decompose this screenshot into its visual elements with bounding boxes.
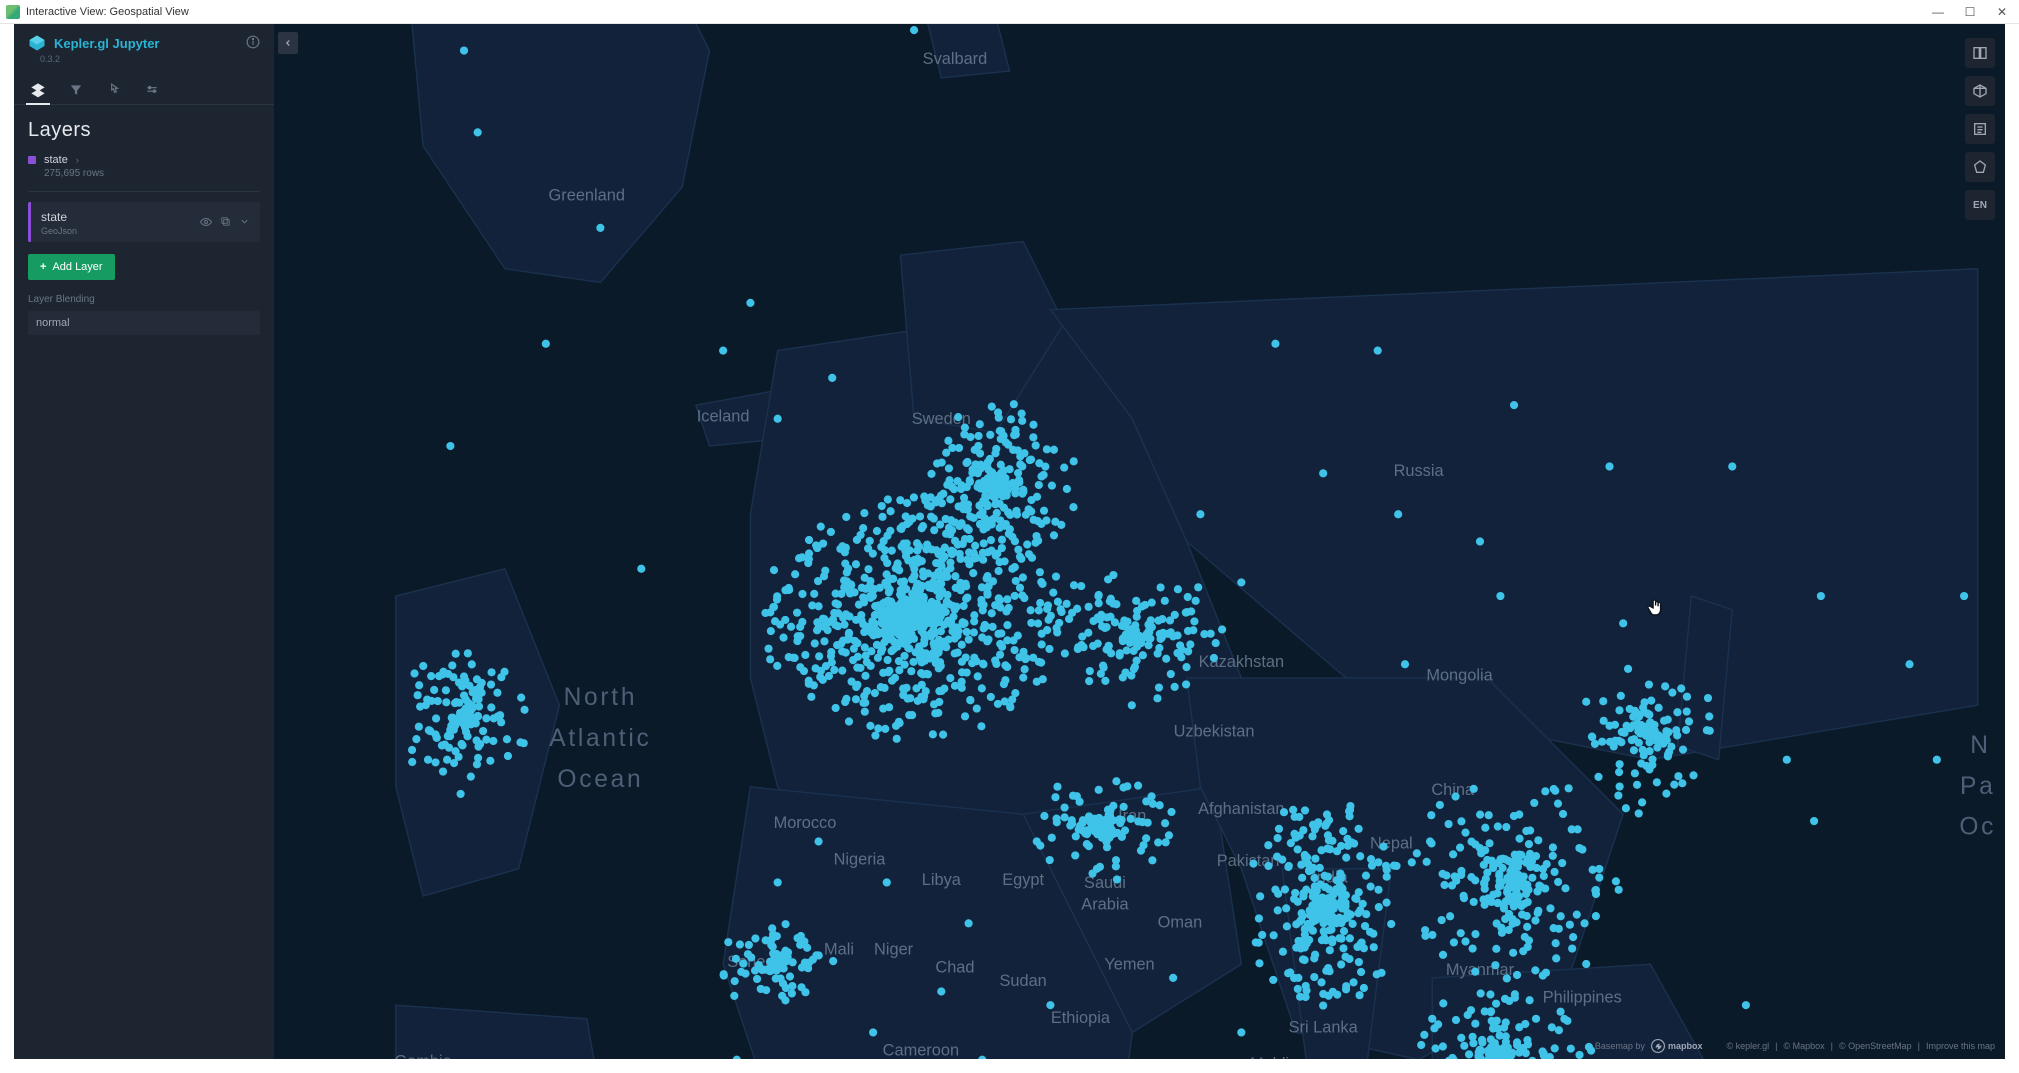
dataset-rowcount: 275,695 rows <box>44 168 260 179</box>
legend-button[interactable] <box>1965 114 1995 144</box>
layer-type: GeoJson <box>41 226 200 236</box>
attrib-osm[interactable]: © OpenStreetMap <box>1839 1041 1912 1051</box>
info-icon[interactable] <box>246 35 260 52</box>
mapbox-logo[interactable]: mapbox <box>1651 1039 1703 1053</box>
minimize-button[interactable]: — <box>1931 5 1945 19</box>
svg-text:Atlantic: Atlantic <box>549 725 651 752</box>
svg-text:Ocean: Ocean <box>557 766 643 793</box>
add-layer-label: Add Layer <box>52 261 102 273</box>
dataset-name[interactable]: state › <box>28 154 260 166</box>
layer-name: state <box>41 210 200 224</box>
attrib-improve[interactable]: Improve this map <box>1926 1041 1995 1051</box>
map-controls: EN <box>1965 38 1995 220</box>
window-frame: Interactive View: Geospatial View — ☐ ✕ <box>0 0 2019 1073</box>
basemap-by-label: Basemap by <box>1595 1041 1645 1051</box>
add-layer-button[interactable]: + Add Layer <box>28 254 115 280</box>
map-canvas[interactable]: NorthAtlanticOceanNPaOcIndian SvalbardGr… <box>14 24 2005 1059</box>
svg-text:Pa: Pa <box>1960 773 1995 800</box>
split-map-button[interactable] <box>1965 38 1995 68</box>
svg-text:Maldives: Maldives <box>1250 1055 1315 1059</box>
titlebar: Interactive View: Geospatial View — ☐ ✕ <box>0 0 2019 24</box>
kepler-logo-icon <box>28 34 46 52</box>
section-title: Layers <box>14 105 274 150</box>
sidebar-tabs <box>14 70 274 105</box>
window-buttons: — ☐ ✕ <box>1931 5 2009 19</box>
attrib-kepler[interactable]: © kepler.gl <box>1726 1041 1769 1051</box>
dataset-color-chip <box>28 156 36 164</box>
attribution: Basemap by mapbox © kepler.gl| © Mapbox|… <box>1595 1039 1995 1053</box>
version-label: 0.3.2 <box>40 54 274 64</box>
sidebar-header: Kepler.gl Jupyter <box>14 24 274 56</box>
layer-card[interactable]: state GeoJson <box>28 202 260 242</box>
chevron-down-icon[interactable] <box>239 216 250 231</box>
duplicate-icon[interactable] <box>220 216 231 231</box>
visibility-icon[interactable] <box>200 216 212 231</box>
close-button[interactable]: ✕ <box>1995 5 2009 19</box>
svg-text:Oc: Oc <box>1959 814 1996 841</box>
svg-text:N: N <box>1970 732 1990 759</box>
tab-layers[interactable] <box>28 76 48 104</box>
locale-button[interactable]: EN <box>1965 190 1995 220</box>
brand-title: Kepler.gl Jupyter <box>54 36 246 51</box>
land-shapes <box>396 24 1978 1059</box>
tab-interactions[interactable] <box>104 76 124 104</box>
chevron-right-icon: › <box>76 155 79 165</box>
sidebar-collapse-button[interactable] <box>278 32 298 54</box>
blend-label: Layer Blending <box>14 294 274 311</box>
divider <box>28 191 260 192</box>
toggle-3d-button[interactable] <box>1965 76 1995 106</box>
svg-text:North: North <box>564 684 638 711</box>
tab-filters[interactable] <box>66 76 86 104</box>
dataset-name-text: state <box>44 154 68 166</box>
plus-icon: + <box>40 261 46 273</box>
window-title: Interactive View: Geospatial View <box>26 6 1931 18</box>
tab-basemap[interactable] <box>142 76 162 104</box>
attrib-mapbox[interactable]: © Mapbox <box>1783 1041 1824 1051</box>
app-icon <box>6 5 20 19</box>
maximize-button[interactable]: ☐ <box>1963 5 1977 19</box>
dataset-row[interactable]: state › 275,695 rows <box>14 150 274 187</box>
blend-select[interactable]: normal <box>28 311 260 335</box>
app-area: NorthAtlanticOceanNPaOcIndian SvalbardGr… <box>14 24 2005 1059</box>
draw-button[interactable] <box>1965 152 1995 182</box>
sidebar: Kepler.gl Jupyter 0.3.2 <box>14 24 274 1059</box>
